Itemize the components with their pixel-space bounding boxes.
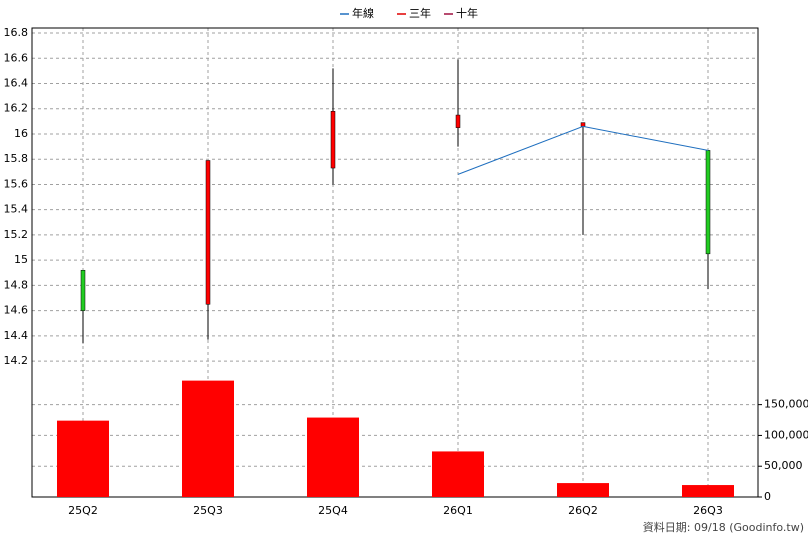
candle-body [705, 150, 711, 255]
y-tick-label: 14.6 [4, 304, 29, 317]
legend-label: 十年 [456, 6, 478, 20]
y-tick-label: 15.2 [4, 228, 29, 241]
volume-bar [432, 451, 484, 497]
volume-bar [682, 485, 734, 497]
candle-body [455, 114, 461, 128]
volume-bar [307, 417, 359, 497]
x-tick-label: 26Q1 [443, 504, 473, 517]
y-tick-label: 16.6 [4, 51, 29, 64]
y-tick-label: 14.2 [4, 354, 29, 367]
candle-body [205, 160, 211, 305]
footer: 資料日期: 09/18 (Goodinfo.tw) [643, 520, 804, 534]
x-tick-label: 26Q2 [568, 504, 598, 517]
y-tick-label: 15.4 [4, 203, 29, 216]
volume-bar [57, 420, 109, 497]
x-tick-label: 25Q4 [318, 504, 348, 517]
candle-body [580, 122, 586, 127]
x-tick-label: 26Q3 [693, 504, 723, 517]
y-tick-label: 14.4 [4, 329, 29, 342]
candle-body [330, 111, 336, 169]
series-line [457, 125, 709, 175]
y2-tick-label: 100,000 [764, 428, 808, 441]
y-tick-label: 15.8 [4, 152, 29, 165]
y-tick-label: 14.8 [4, 278, 29, 291]
y-tick-label: 16.2 [4, 102, 29, 115]
y2-tick-label: 50,000 [764, 459, 803, 472]
y-tick-label: 16 [14, 127, 28, 140]
volume-bar [182, 380, 234, 497]
candle-body [80, 269, 86, 311]
y-tick-label: 15 [14, 253, 28, 266]
x-tick-label: 25Q3 [193, 504, 223, 517]
y2-tick-label: 150,000 [764, 398, 808, 411]
y2-tick-label: 0 [764, 490, 771, 503]
volume-bar [557, 483, 609, 497]
y-tick-label: 15.6 [4, 177, 29, 190]
legend-label: 年線 [352, 6, 374, 20]
legend-label: 三年 [409, 6, 431, 20]
y-tick-label: 16.8 [4, 26, 29, 39]
x-tick-label: 25Q2 [68, 504, 98, 517]
y-tick-label: 16.4 [4, 77, 29, 90]
